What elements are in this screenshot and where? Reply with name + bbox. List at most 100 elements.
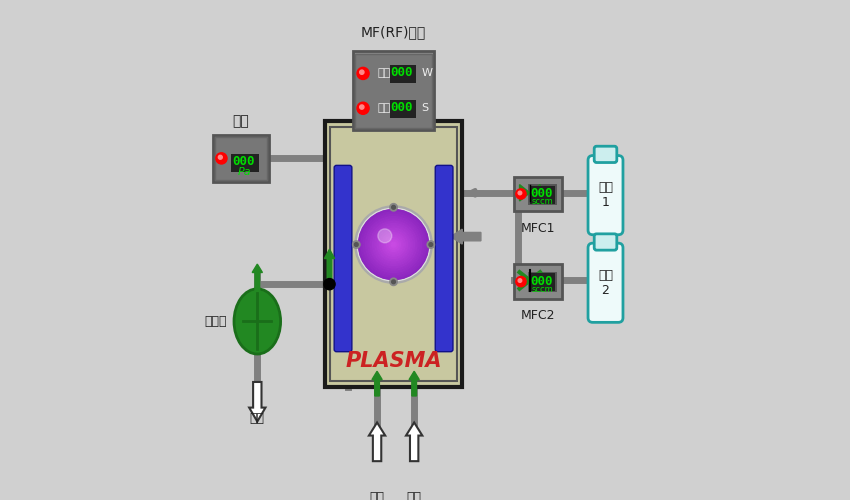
FancyBboxPatch shape [388, 98, 418, 120]
Text: 000: 000 [390, 66, 412, 80]
FancyArrow shape [325, 249, 335, 284]
FancyArrow shape [406, 422, 422, 461]
FancyBboxPatch shape [325, 121, 462, 386]
Circle shape [516, 189, 526, 199]
Circle shape [375, 226, 412, 263]
Circle shape [359, 210, 428, 280]
Circle shape [353, 241, 360, 248]
Text: 000: 000 [390, 101, 412, 114]
Circle shape [387, 238, 400, 252]
Text: S: S [422, 104, 429, 114]
Circle shape [376, 227, 411, 262]
Circle shape [376, 227, 411, 262]
Circle shape [369, 220, 418, 269]
FancyBboxPatch shape [353, 51, 434, 130]
Ellipse shape [234, 289, 280, 354]
Circle shape [371, 222, 416, 266]
Circle shape [382, 233, 405, 256]
Circle shape [387, 238, 400, 252]
Text: 压力: 压力 [233, 114, 249, 128]
Text: 气体
2: 气体 2 [598, 269, 613, 297]
Circle shape [218, 156, 222, 159]
FancyBboxPatch shape [588, 156, 623, 234]
Circle shape [389, 240, 398, 249]
Circle shape [359, 210, 428, 280]
Circle shape [364, 215, 423, 274]
FancyBboxPatch shape [528, 184, 558, 206]
Text: 000: 000 [530, 274, 552, 287]
Circle shape [384, 235, 403, 254]
Circle shape [380, 230, 407, 258]
FancyBboxPatch shape [388, 62, 418, 85]
Text: W: W [422, 68, 433, 78]
Circle shape [381, 232, 406, 258]
FancyBboxPatch shape [230, 154, 258, 172]
Circle shape [363, 214, 424, 275]
Circle shape [357, 208, 430, 281]
FancyBboxPatch shape [513, 264, 563, 299]
Circle shape [391, 242, 396, 247]
FancyBboxPatch shape [435, 166, 453, 352]
FancyArrow shape [369, 422, 385, 461]
FancyBboxPatch shape [390, 65, 416, 82]
Text: 大气: 大气 [250, 412, 265, 426]
FancyArrow shape [450, 229, 481, 244]
Circle shape [378, 229, 392, 243]
Circle shape [389, 240, 398, 249]
FancyBboxPatch shape [390, 100, 416, 117]
Text: 真空泵: 真空泵 [205, 315, 227, 328]
Polygon shape [519, 184, 530, 201]
Circle shape [360, 70, 364, 74]
FancyBboxPatch shape [334, 166, 352, 352]
Circle shape [354, 242, 358, 246]
Circle shape [385, 236, 402, 254]
FancyBboxPatch shape [213, 135, 269, 182]
Circle shape [392, 243, 395, 246]
Circle shape [362, 213, 425, 276]
Text: MF(RF)电源: MF(RF)电源 [361, 26, 426, 40]
Circle shape [363, 214, 424, 275]
FancyArrow shape [372, 372, 382, 396]
Circle shape [390, 204, 397, 211]
Circle shape [378, 229, 410, 260]
FancyBboxPatch shape [513, 176, 563, 212]
Text: Pa: Pa [238, 167, 252, 177]
Circle shape [324, 278, 335, 289]
Text: 功率: 功率 [377, 68, 390, 78]
Text: 大气: 大气 [406, 492, 422, 500]
FancyBboxPatch shape [594, 146, 617, 162]
FancyArrow shape [249, 382, 265, 422]
Circle shape [359, 210, 428, 280]
Text: 000: 000 [530, 187, 552, 200]
Text: sccm: sccm [532, 285, 553, 294]
Text: PLASMA: PLASMA [345, 351, 442, 371]
Text: MFC1: MFC1 [521, 222, 555, 234]
Text: MFC2: MFC2 [521, 310, 555, 322]
Circle shape [390, 278, 397, 285]
Circle shape [427, 241, 434, 248]
Circle shape [216, 153, 227, 164]
Circle shape [382, 232, 405, 257]
Circle shape [385, 236, 402, 254]
Circle shape [392, 206, 395, 209]
Circle shape [360, 212, 427, 278]
Circle shape [371, 222, 416, 268]
Circle shape [367, 218, 420, 271]
Circle shape [380, 230, 407, 258]
Polygon shape [530, 184, 540, 201]
Circle shape [357, 102, 369, 115]
FancyBboxPatch shape [355, 54, 432, 128]
Circle shape [355, 206, 432, 283]
Circle shape [361, 212, 426, 277]
Circle shape [357, 68, 369, 80]
Text: sccm: sccm [532, 198, 553, 206]
Text: 气体
1: 气体 1 [598, 181, 613, 209]
Circle shape [388, 240, 399, 250]
FancyBboxPatch shape [528, 271, 558, 293]
Circle shape [371, 222, 416, 268]
Text: 时间: 时间 [377, 104, 390, 114]
Circle shape [374, 226, 413, 264]
Circle shape [518, 279, 522, 282]
Circle shape [368, 219, 419, 270]
Circle shape [372, 224, 415, 266]
